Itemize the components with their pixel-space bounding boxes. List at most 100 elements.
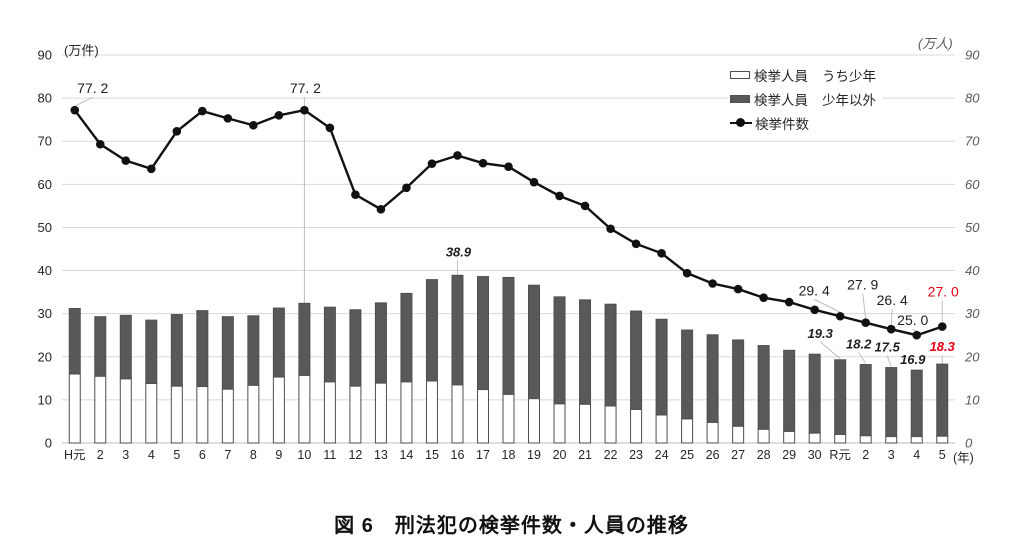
bar-segment-adult xyxy=(298,302,311,376)
figure-caption: 図 6 刑法犯の検挙件数・人員の推移 xyxy=(334,515,689,537)
right-axis-tick: 50 xyxy=(965,220,980,235)
left-axis-tick: 0 xyxy=(45,436,52,451)
legend-item-juvenile: 検挙人員 うち少年 xyxy=(730,63,876,87)
left-axis-tick: 60 xyxy=(38,177,52,192)
right-axis-unit-label: (万人) xyxy=(918,36,953,51)
bar-segment-adult xyxy=(553,296,566,405)
right-axis-tick: 0 xyxy=(965,436,973,451)
bar-segment-juvenile xyxy=(196,386,209,444)
annotation-label: 77. 2 xyxy=(77,80,108,96)
annotation-leader xyxy=(74,96,93,107)
line-marker xyxy=(351,190,360,199)
bar-segment-adult xyxy=(630,310,643,410)
bar-segment-adult xyxy=(272,307,285,378)
bar-segment-juvenile xyxy=(68,373,81,444)
bar-segment-adult xyxy=(910,369,923,438)
bar-segment-adult xyxy=(885,367,898,438)
bar-segment-juvenile xyxy=(528,398,541,444)
bar-segment-adult xyxy=(400,292,413,383)
bar-segment-adult xyxy=(323,306,336,383)
legend-item-cases-line: 検挙件数 xyxy=(730,111,876,135)
bar-segment-adult xyxy=(374,302,387,384)
x-axis-tick: 18 xyxy=(502,448,516,462)
bar-segment-juvenile xyxy=(323,381,336,444)
x-axis-tick: 27 xyxy=(731,448,745,462)
right-axis-tick: 20 xyxy=(964,349,980,364)
line-marker xyxy=(504,162,513,171)
bar-segment-adult xyxy=(681,329,694,420)
left-axis-unit-label: (万件) xyxy=(64,43,99,58)
bar-segment-juvenile xyxy=(783,430,796,444)
line-marker xyxy=(453,151,462,160)
right-axis-tick: 40 xyxy=(965,263,980,278)
line-marker xyxy=(708,279,717,288)
line-marker xyxy=(376,205,386,214)
bar-segment-juvenile xyxy=(298,374,311,444)
bar-segment-juvenile xyxy=(502,393,515,444)
line-marker xyxy=(249,120,258,130)
line-marker xyxy=(402,183,411,193)
x-axis-tick: 20 xyxy=(553,448,567,462)
line-marker xyxy=(198,106,207,116)
bar-segment-adult xyxy=(94,316,107,377)
left-axis-tick: 80 xyxy=(38,91,52,106)
juvenile-bar-swatch-icon xyxy=(730,71,750,79)
bar-segment-juvenile xyxy=(247,384,260,444)
bar-segment-juvenile xyxy=(94,375,107,444)
adult-bar-swatch-icon xyxy=(730,95,750,103)
bar-segment-adult xyxy=(604,303,617,407)
x-axis-tick: H元 xyxy=(64,448,86,462)
x-axis-tick: 23 xyxy=(629,448,643,462)
line-marker xyxy=(861,318,870,328)
annotation-label: 38.9 xyxy=(446,244,472,259)
bar-segment-juvenile xyxy=(936,435,949,444)
bar-segment-adult xyxy=(808,353,821,434)
line-marker xyxy=(223,114,233,123)
bar-segment-juvenile xyxy=(681,418,694,444)
annotation-label: 77. 2 xyxy=(290,80,321,96)
left-axis-tick: 40 xyxy=(38,263,52,278)
left-axis-tick: 90 xyxy=(38,48,52,63)
annotation-leader xyxy=(886,355,892,367)
line-marker xyxy=(759,293,768,303)
bar-segment-adult xyxy=(247,315,260,386)
bar-segment-adult xyxy=(119,314,132,380)
bar-segment-adult xyxy=(936,363,949,437)
annotation-leader xyxy=(813,298,841,313)
annotation-label: 17.5 xyxy=(875,340,901,355)
annotation-leader xyxy=(862,293,867,319)
bar-segment-adult xyxy=(476,276,489,391)
bar-segment-adult xyxy=(349,309,362,387)
left-axis-tick: 70 xyxy=(38,134,52,149)
x-axis-tick: 19 xyxy=(527,448,541,462)
x-axis-tick: 6 xyxy=(199,448,206,462)
right-axis-tick: 10 xyxy=(965,392,980,407)
annotation-label: 16.9 xyxy=(900,352,926,367)
line-marker xyxy=(810,305,819,315)
x-axis-unit-label: (年) xyxy=(953,451,974,465)
line-marker xyxy=(937,322,947,331)
bar-segment-juvenile xyxy=(272,376,285,444)
legend-sublabel: うち少年 xyxy=(822,69,876,84)
annotation-leader xyxy=(912,328,917,332)
line-marker xyxy=(325,123,335,133)
x-axis-tick: 11 xyxy=(323,448,336,462)
line-marker xyxy=(580,201,590,211)
chart-legend: 検挙人員 うち少年 検挙人員 少年以外 検挙件数 xyxy=(728,62,882,136)
x-axis-tick: 17 xyxy=(476,448,490,462)
line-marker xyxy=(478,158,488,168)
bar-segment-juvenile xyxy=(170,385,183,444)
annotation-leader xyxy=(858,352,867,364)
line-marker xyxy=(70,105,80,115)
x-axis-tick: 22 xyxy=(604,448,618,462)
line-marker xyxy=(631,239,641,249)
line-marker xyxy=(606,224,615,234)
bar-segment-juvenile xyxy=(451,384,464,444)
x-axis-tick: 28 xyxy=(757,448,771,462)
bar-segment-juvenile xyxy=(630,408,643,444)
annotation-label: 18.2 xyxy=(846,337,872,352)
legend-item-adult: 検挙人員 少年以外 xyxy=(730,87,876,111)
x-axis-tick: 14 xyxy=(399,448,413,462)
bar-segment-juvenile xyxy=(145,383,158,444)
